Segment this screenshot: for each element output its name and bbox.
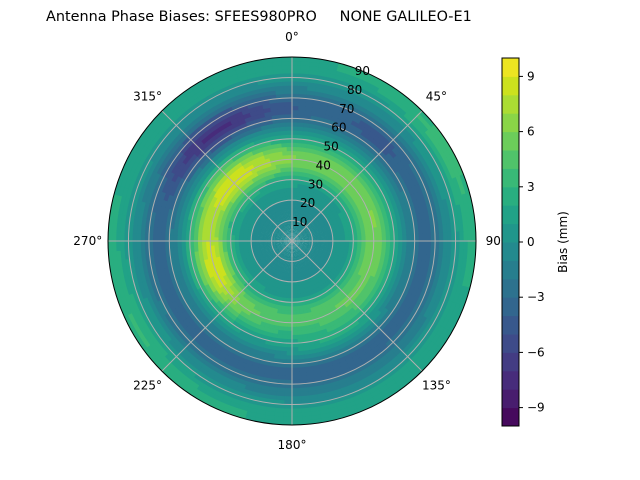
colorbar-label: Bias (mm): [556, 211, 570, 273]
colorbar-tick-label: −3: [527, 290, 545, 304]
theta-tick-label: 135°: [422, 378, 451, 392]
colorbar-tick-label: 9: [527, 69, 535, 83]
r-tick-label: 60: [331, 121, 346, 135]
theta-tick-label: 45°: [426, 90, 447, 104]
colorbar-tick-label: −9: [527, 401, 545, 415]
theta-gridline: [161, 240, 293, 372]
r-tick-label: 30: [308, 177, 323, 191]
colorbar-tick-label: 0: [527, 235, 535, 249]
polar-grid: [108, 57, 476, 425]
r-tick-label: 10: [292, 215, 307, 229]
colorbar: 9 6 3 0 −3 −6 −9: [501, 57, 545, 427]
polar-heatmap: [108, 57, 476, 425]
r-tick-labels: 10 20 30 40 50 60 70 80 90: [292, 64, 370, 229]
theta-tick-label: 225°: [133, 378, 162, 392]
theta-tick-labels: 0°45°90°135°180°225°270°315°: [73, 30, 507, 452]
r-tick-label: 90: [355, 64, 370, 78]
r-tick-label: 80: [347, 83, 362, 97]
chart-title: Antenna Phase Biases: SFEES980PRO NONE G…: [46, 9, 472, 25]
r-tick-label: 70: [339, 102, 354, 116]
r-tick-label: 40: [316, 158, 331, 172]
theta-tick-label: 315°: [133, 90, 162, 104]
polar-frame: [107, 56, 477, 426]
colorbar-tick-label: 3: [527, 180, 535, 194]
theta-gridline: [291, 110, 423, 242]
theta-tick-label: 0°: [285, 30, 299, 44]
colorbar-tick-label: −6: [527, 345, 545, 359]
theta-gridline: [291, 240, 423, 372]
r-tick-label: 50: [323, 140, 338, 154]
theta-tick-label: 180°: [278, 438, 307, 452]
theta-gridline: [161, 110, 293, 242]
colorbar-tick-label: 6: [527, 125, 535, 139]
r-tick-label: 20: [300, 196, 315, 210]
theta-tick-label: 270°: [73, 234, 102, 248]
